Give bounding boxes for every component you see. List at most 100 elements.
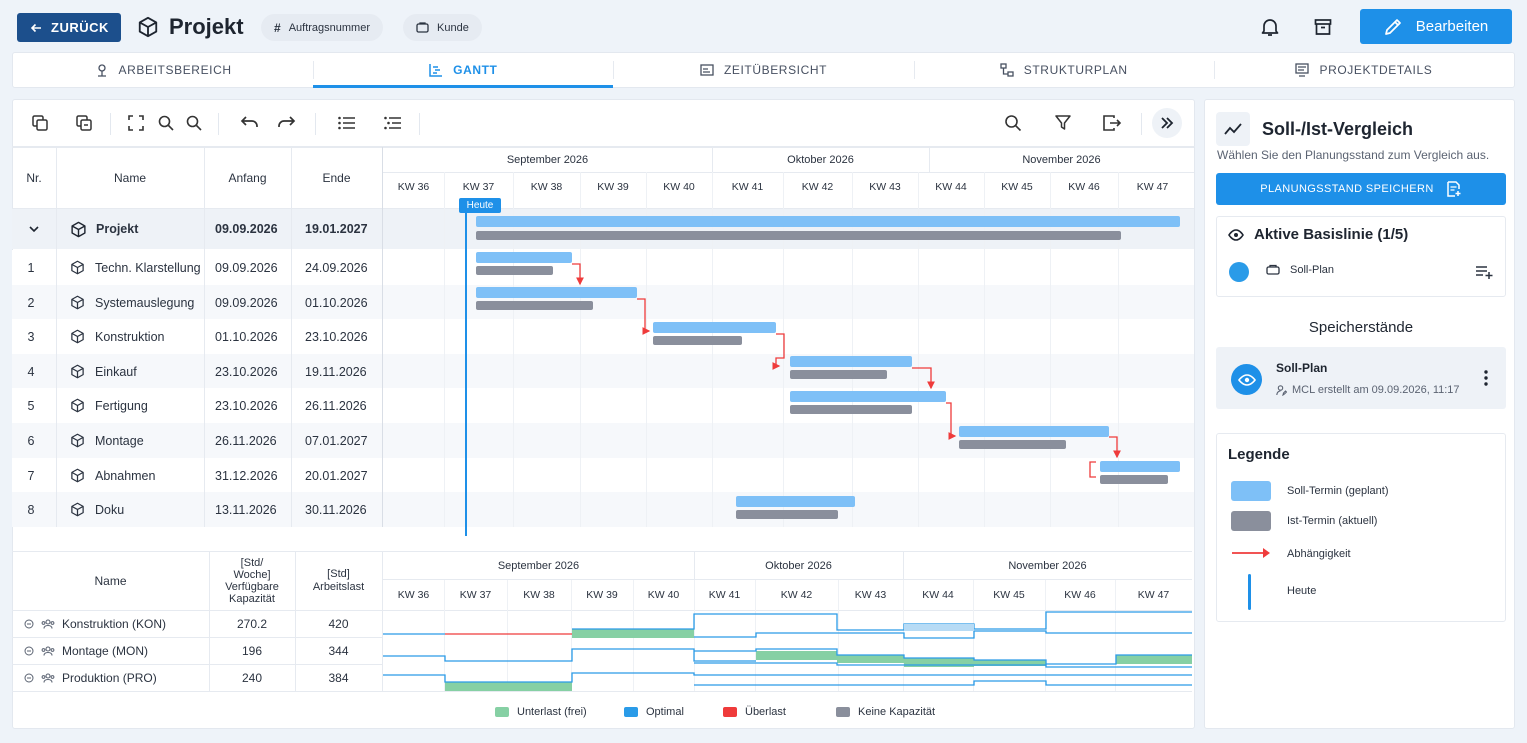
indented-list-icon[interactable] [381, 111, 405, 135]
task-name-cell: Fertigung [70, 388, 148, 423]
task-start: 13.11.2026 [215, 502, 277, 517]
tab-arbeitsbereich[interactable]: ARBEITSBEREICH [13, 53, 313, 87]
task-ist-bar[interactable] [790, 370, 887, 379]
cube-icon [70, 398, 85, 413]
tab-gantt[interactable]: GANTT [313, 53, 614, 88]
baseline-color-dot[interactable] [1229, 262, 1249, 282]
res-header-name: Name [94, 574, 127, 588]
bell-icon[interactable] [1257, 14, 1283, 40]
arrow-left-icon [30, 22, 42, 34]
back-button[interactable]: ZURÜCK [17, 13, 121, 42]
search-icon[interactable] [1001, 111, 1025, 135]
collapse-chevron-icon[interactable] [12, 209, 56, 249]
week-label: KW 40 [663, 181, 695, 193]
trend-icon [1216, 112, 1250, 146]
project-ist-bar[interactable] [476, 231, 1121, 240]
res-header-load: [Std] Arbeitslast [312, 568, 365, 593]
task-end: 24.09.2026 [305, 260, 368, 275]
week-label: KW 46 [1068, 181, 1100, 193]
task-ist-bar[interactable] [653, 336, 742, 345]
export-icon[interactable] [1100, 111, 1124, 135]
baseline-item[interactable]: Soll-Plan [1266, 264, 1334, 276]
dependency-arrows [572, 263, 1121, 478]
task-ist-bar[interactable] [1100, 475, 1168, 484]
workspace-icon [95, 63, 109, 77]
cube-icon [70, 433, 85, 448]
edit-label: Bearbeiten [1415, 18, 1489, 35]
edit-button[interactable]: Bearbeiten [1360, 9, 1512, 44]
table-row[interactable] [12, 354, 1194, 389]
project-soll-bar[interactable] [476, 216, 1180, 227]
playlist-add-icon[interactable] [1475, 264, 1493, 280]
zoom-out-icon[interactable] [182, 111, 206, 135]
table-row[interactable] [12, 492, 1194, 527]
back-label: ZURÜCK [51, 20, 109, 35]
table-row[interactable] [12, 458, 1194, 493]
task-ist-bar[interactable] [476, 301, 593, 310]
copy-icon[interactable] [28, 111, 52, 135]
order-number-chip[interactable]: # Auftragsnummer [261, 14, 383, 41]
task-soll-bar[interactable] [1100, 461, 1180, 472]
week-label: KW 36 [397, 589, 430, 601]
header-end: Ende [322, 171, 351, 185]
side-subtitle: Wählen Sie den Planungsstand zum Verglei… [1217, 148, 1490, 162]
task-soll-bar[interactable] [653, 322, 776, 333]
customer-chip[interactable]: Kunde [403, 14, 482, 41]
resource-name: Konstruktion (KON) [62, 617, 167, 631]
task-soll-bar[interactable] [959, 426, 1109, 437]
task-soll-bar[interactable] [476, 252, 572, 263]
project-name-cell: Projekt [70, 209, 138, 249]
task-soll-bar[interactable] [790, 356, 912, 367]
task-soll-bar[interactable] [476, 287, 637, 298]
collapse-circle-icon[interactable] [24, 619, 34, 629]
task-soll-bar[interactable] [736, 496, 855, 507]
task-ist-bar[interactable] [476, 266, 553, 275]
resource-name-cell: Konstruktion (KON) [24, 611, 166, 637]
month-label: Oktober 2026 [765, 560, 832, 572]
task-ist-bar[interactable] [736, 510, 838, 519]
redo-icon[interactable] [275, 111, 299, 135]
cube-icon [70, 260, 85, 275]
duplicate-icon[interactable] [72, 111, 96, 135]
eye-icon[interactable] [1231, 364, 1262, 395]
table-row[interactable] [12, 319, 1194, 354]
save-planning-button[interactable]: PLANUNGSSTAND SPEICHERN [1216, 173, 1506, 205]
resource-capacity: 196 [241, 644, 263, 658]
legend-soll-swatch [1231, 481, 1271, 501]
resource-name-cell: Montage (MON) [24, 638, 148, 664]
timeline-icon [700, 63, 714, 77]
double-chevron-right-icon[interactable] [1152, 108, 1182, 138]
legend-unterlast: Unterlast (frei) [495, 706, 587, 718]
more-vertical-icon[interactable] [1483, 369, 1489, 387]
save-state-meta: MCL erstellt am 09.09.2026, 11:17 [1276, 384, 1460, 396]
table-row[interactable] [12, 388, 1194, 423]
customer-icon [416, 22, 429, 33]
save-state-item[interactable] [1216, 347, 1506, 409]
resource-capacity: 270.2 [236, 617, 268, 631]
week-label: KW 42 [801, 181, 834, 193]
week-label: KW 45 [993, 589, 1025, 601]
today-line [465, 210, 467, 536]
collapse-circle-icon[interactable] [24, 673, 34, 683]
project-row[interactable] [12, 209, 1194, 249]
task-start: 26.11.2026 [215, 433, 277, 448]
filter-icon[interactable] [1051, 111, 1075, 135]
task-soll-bar[interactable] [790, 391, 946, 402]
task-start: 01.10.2026 [215, 329, 278, 344]
task-ist-bar[interactable] [790, 405, 912, 414]
week-label: KW 37 [459, 589, 492, 601]
table-row[interactable] [12, 250, 1194, 285]
legend-ist-swatch [1231, 511, 1271, 531]
list-icon[interactable] [335, 111, 359, 135]
tab-zeituebersicht[interactable]: ZEITÜBERSICHT [613, 53, 913, 87]
collapse-circle-icon[interactable] [24, 646, 34, 656]
fit-screen-icon[interactable] [124, 111, 148, 135]
task-ist-bar[interactable] [959, 440, 1066, 449]
undo-icon[interactable] [237, 111, 261, 135]
archive-icon[interactable] [1310, 14, 1336, 40]
tab-strukturplan[interactable]: STRUKTURPLAN [913, 53, 1214, 87]
legend-label: Keine Kapazität [858, 706, 936, 718]
tab-projektdetails[interactable]: PROJEKTDETAILS [1213, 53, 1514, 87]
zoom-in-icon[interactable] [154, 111, 178, 135]
save-planning-label: PLANUNGSSTAND SPEICHERN [1260, 183, 1434, 195]
